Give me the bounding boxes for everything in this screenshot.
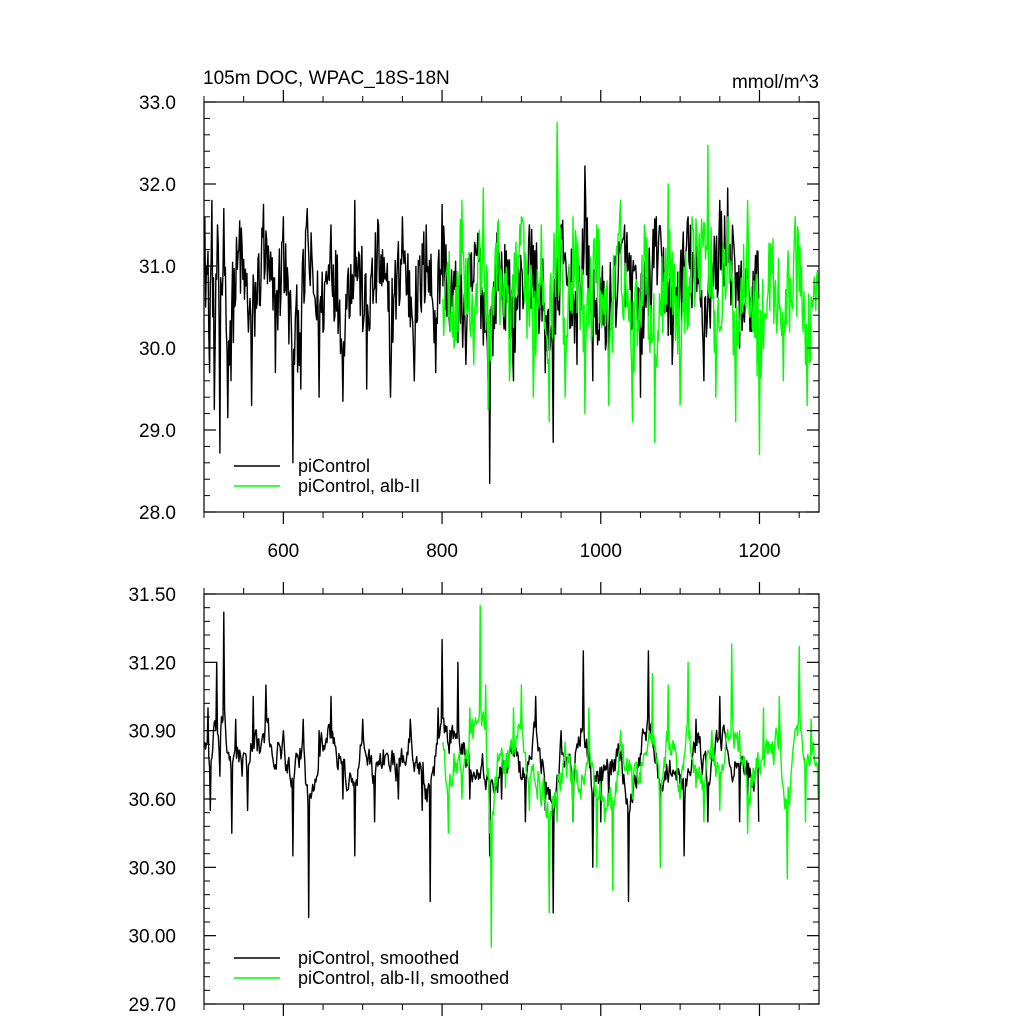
x-tick-label: 1000 bbox=[580, 541, 622, 562]
y-tick-label: 30.90 bbox=[128, 722, 176, 743]
y-tick-label: 31.0 bbox=[139, 257, 176, 278]
y-tick-label: 31.20 bbox=[128, 653, 176, 674]
y-tick-label: 30.60 bbox=[128, 790, 176, 811]
legend-label: piControl, smoothed bbox=[298, 948, 459, 968]
y-tick-label: 28.0 bbox=[139, 503, 176, 524]
plot-frame bbox=[203, 593, 820, 1005]
series-line-top-1 bbox=[442, 121, 819, 456]
y-tick-label: 33.0 bbox=[139, 93, 176, 114]
units-label: mmol/m^3 bbox=[732, 72, 819, 93]
y-tick-label: 30.00 bbox=[128, 927, 176, 948]
plot-frame bbox=[203, 101, 820, 513]
y-tick-label: 29.0 bbox=[139, 421, 176, 442]
y-tick-label: 31.50 bbox=[128, 585, 176, 606]
x-tick-label: 1200 bbox=[738, 541, 780, 562]
legend-label: piControl bbox=[298, 456, 370, 476]
y-tick-label: 29.70 bbox=[128, 995, 176, 1016]
legend-label: piControl, alb-II, smoothed bbox=[298, 968, 509, 988]
x-tick-label: 600 bbox=[268, 541, 300, 562]
y-tick-label: 32.0 bbox=[139, 175, 176, 196]
y-tick-label: 30.30 bbox=[128, 858, 176, 879]
legend-label: piControl, alb-II bbox=[298, 476, 420, 496]
y-tick-label: 30.0 bbox=[139, 339, 176, 360]
top-panel: 105m DOC, WPAC_18S-18N mmol/m^3 600 800 10… bbox=[139, 68, 820, 562]
panel-title: 105m DOC, WPAC_18S-18N bbox=[203, 68, 450, 89]
bottom-panel: 29.70 30.00 30.30 30.60 30.90 31.20 31.50 piCon… bbox=[128, 582, 820, 1016]
series-line-bottom-1 bbox=[442, 604, 819, 948]
series-line-bottom-0 bbox=[204, 611, 760, 919]
x-tick-label: 800 bbox=[426, 541, 458, 562]
